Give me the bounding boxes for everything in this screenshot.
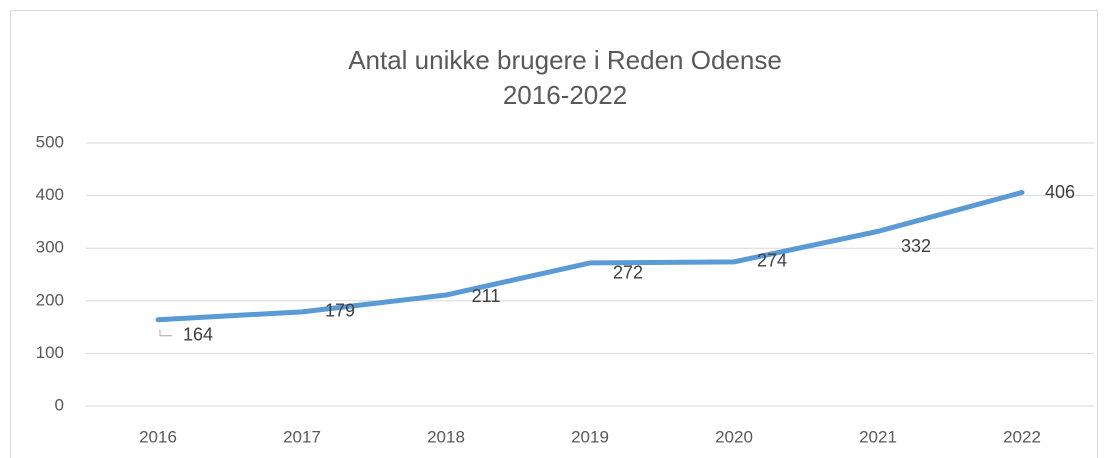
- y-tick-label: 300: [36, 238, 64, 257]
- data-label: 164: [183, 324, 213, 344]
- data-label: 211: [472, 286, 501, 306]
- x-tick-label: 2019: [571, 427, 609, 446]
- chart-border: [10, 10, 1098, 458]
- data-label: 274: [757, 251, 787, 271]
- y-tick-label: 500: [36, 132, 64, 151]
- y-tick-label: 100: [36, 343, 64, 362]
- leader-line: [159, 329, 172, 337]
- x-tick-label: 2017: [283, 427, 321, 446]
- line-series: [155, 189, 1025, 323]
- chart-subtitle: 2016-2022: [503, 80, 627, 110]
- x-tick-label: 2020: [715, 427, 753, 446]
- data-label: 332: [901, 236, 931, 256]
- x-tick-label: 2016: [139, 427, 177, 446]
- x-tick-label: 2021: [859, 427, 897, 446]
- y-tick-label: 200: [36, 290, 64, 309]
- x-tick-label: 2018: [427, 427, 465, 446]
- y-tick-label: 0: [55, 395, 64, 414]
- data-label: 179: [325, 301, 355, 321]
- data-label: 272: [613, 263, 643, 283]
- chart-title: Antal unikke brugere i Reden Odense: [348, 45, 782, 75]
- x-tick-label: 2022: [1003, 427, 1041, 446]
- data-label: 406: [1045, 182, 1075, 202]
- y-tick-label: 400: [36, 185, 64, 204]
